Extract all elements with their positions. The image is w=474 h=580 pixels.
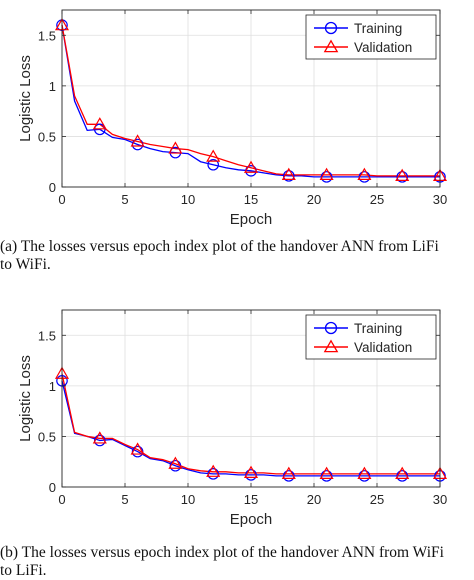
chart-b-x-tick-label-6: 30 bbox=[433, 492, 447, 507]
chart-a-series-1-point-2 bbox=[130, 134, 145, 147]
chart-b-x-axis-label: Epoch bbox=[230, 511, 273, 528]
chart-a-legend-label-1: Validation bbox=[354, 40, 412, 55]
caption-a-line-1: (a) The losses versus epoch index plot o… bbox=[0, 238, 439, 255]
chart-a-legend-swatch-marker-0 bbox=[324, 21, 338, 35]
chart-a-legend-swatch-marker-1 bbox=[323, 39, 339, 53]
chart-b-series-1-point-4 bbox=[206, 464, 221, 477]
chart-b-series-1-point-6 bbox=[281, 466, 296, 479]
chart-a-y-tick-label-3: 1.5 bbox=[38, 28, 56, 43]
chart-a-series-1-point-7 bbox=[319, 167, 334, 180]
chart-b-series-1-point-2 bbox=[130, 442, 145, 455]
chart-a-series-0-point-6 bbox=[282, 170, 295, 182]
chart-b-legend-swatch-marker-1 bbox=[323, 339, 339, 353]
chart-a-x-tick-label-6: 30 bbox=[433, 192, 447, 207]
chart-a-y-tick-label-1: 0.5 bbox=[38, 129, 56, 144]
chart-b-x-tick-label-0: 0 bbox=[58, 492, 65, 507]
chart-b-legend: Training Validation bbox=[305, 314, 437, 360]
chart-b-legend-label-0: Training bbox=[354, 321, 402, 336]
chart-b-series-1-point-9 bbox=[395, 466, 410, 479]
chart-b-svg: 0 5 10 15 20 25 30 0 0.5 1 1.5 Epoch Logistic Loss Tr… bbox=[17, 309, 447, 528]
chart-a-series-1-point-8 bbox=[357, 167, 372, 180]
chart-a-x-tick-label-4: 20 bbox=[307, 192, 321, 207]
chart-b-y-axis-label: Logistic Loss bbox=[17, 355, 34, 442]
chart-b-legend-label-1: Validation bbox=[354, 340, 412, 355]
chart-a-series-1-line bbox=[61, 25, 440, 177]
chart-a-legend-label-0: Training bbox=[354, 21, 402, 36]
chart-b-x-tick-label-2: 10 bbox=[181, 492, 195, 507]
chart-b-y-tick-label-3: 1.5 bbox=[38, 328, 56, 343]
chart-b-series-1-point-7 bbox=[319, 466, 334, 479]
caption-a-line-2: to WiFi. bbox=[0, 256, 51, 273]
chart-a-series-1-point-9 bbox=[395, 168, 410, 181]
chart-b-series-1-point-3 bbox=[168, 456, 183, 469]
chart-a-series-0-line bbox=[61, 25, 440, 178]
chart-a-x-tick-label-1: 5 bbox=[121, 192, 128, 207]
chart-a-series-1-point-5 bbox=[243, 160, 259, 173]
chart-a-x-tick-label-5: 25 bbox=[370, 192, 384, 207]
chart-b-legend-swatch-marker-0 bbox=[324, 321, 338, 335]
chart-a-series-1-point-4 bbox=[206, 149, 221, 162]
chart-b-series-0-line bbox=[61, 380, 440, 477]
chart-a-series-0-point-4 bbox=[207, 158, 219, 171]
chart-a-legend: Training Validation bbox=[305, 14, 437, 60]
caption-b-line-2: to LiFi. bbox=[0, 562, 47, 579]
chart-b-x-tick-label-1: 5 bbox=[121, 492, 128, 507]
caption-b: (b) The losses versus epoch index plot o… bbox=[0, 544, 474, 580]
chart-b-y-tick-label-0: 0 bbox=[49, 480, 56, 495]
chart-b-x-tick-label-3: 15 bbox=[244, 492, 258, 507]
chart-a: 0 5 10 15 20 25 30 0 0.5 1 1.5 Epoch Logistic Loss Tr… bbox=[0, 0, 474, 230]
chart-b-series-1-line bbox=[61, 373, 440, 475]
chart-b: 0 5 10 15 20 25 30 0 0.5 1 1.5 Epoch Logistic Loss Tr… bbox=[0, 300, 474, 530]
caption-b-line-1: (b) The losses versus epoch index plot o… bbox=[0, 544, 444, 561]
chart-a-series-1-point-1 bbox=[92, 117, 107, 130]
chart-a-x-tick-label-0: 0 bbox=[58, 192, 65, 207]
chart-a-series-0-point-9 bbox=[396, 171, 408, 183]
chart-b-x-tick-label-5: 25 bbox=[370, 492, 384, 507]
chart-a-series-1-point-3 bbox=[168, 141, 183, 154]
chart-a-series-1-point-6 bbox=[281, 167, 296, 180]
chart-a-y-tick-label-0: 0 bbox=[49, 180, 56, 195]
chart-a-y-tick-label-2: 1 bbox=[49, 79, 56, 94]
chart-b-series-1-point-1 bbox=[92, 431, 107, 444]
chart-b-y-tick-label-1: 0.5 bbox=[38, 429, 56, 444]
chart-b-series-1-point-8 bbox=[357, 466, 372, 479]
chart-a-svg: 0 5 10 15 20 25 30 0 0.5 1 1.5 Epoch Logistic Loss Tr… bbox=[17, 9, 447, 228]
chart-b-series-1-point-5 bbox=[243, 465, 259, 478]
chart-a-x-axis-label: Epoch bbox=[230, 211, 273, 228]
chart-a-x-tick-label-3: 15 bbox=[244, 192, 258, 207]
caption-a: (a) The losses versus epoch index plot o… bbox=[0, 238, 474, 274]
chart-a-x-tick-label-2: 10 bbox=[181, 192, 195, 207]
chart-a-y-axis-label: Logistic Loss bbox=[17, 55, 34, 142]
chart-b-x-tick-label-4: 20 bbox=[307, 492, 321, 507]
chart-b-y-tick-label-2: 1 bbox=[49, 379, 56, 394]
